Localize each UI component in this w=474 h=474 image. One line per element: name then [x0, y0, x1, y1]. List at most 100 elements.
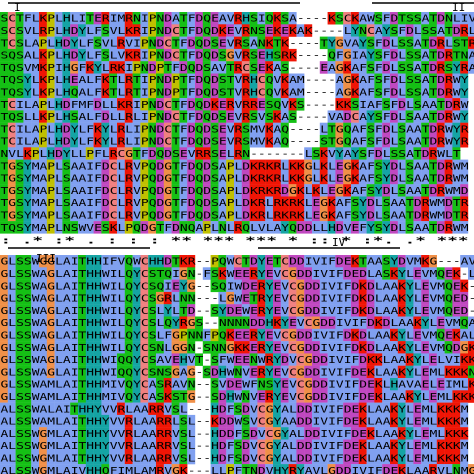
residue-cell	[444, 122, 453, 136]
alignment-block-2: GLSSWGGLAITHHIFVQWCHHDTKR--PQWCTDYETCDDI…	[0, 255, 474, 474]
residue-cell	[7, 464, 16, 474]
residue-cell	[351, 36, 359, 50]
sequence-text: GLSSWAGLAITHHWIQQYCSAVEHVT-SFWEENWRYDVCG…	[1, 355, 474, 366]
sequence-row: TCILAPLHDFMFDLLKRIPNDCTFDQDKERVRRESQVKS-…	[0, 98, 469, 111]
residue-cell	[171, 196, 180, 209]
residue-cell	[460, 378, 469, 391]
residue-cell	[140, 291, 149, 305]
residue-cell	[163, 159, 172, 173]
residue-cell	[273, 439, 281, 452]
residue-cell	[296, 451, 305, 465]
residue-cell	[374, 291, 383, 305]
residue-cell	[171, 451, 180, 465]
residue-cell	[156, 36, 164, 50]
residue-cell	[351, 328, 359, 342]
sequence-text: TQSYLKPLHEALFKTLRTIPNDPTFDQDSTVRHCQVKAM-…	[1, 75, 469, 86]
residue-cell	[218, 341, 227, 354]
residue-cell	[257, 439, 266, 452]
residue-cell	[280, 414, 289, 428]
residue-cell	[171, 390, 180, 403]
residue-cell	[366, 341, 375, 354]
residue-cell	[319, 171, 328, 185]
residue-cell	[101, 402, 110, 416]
residue-cell	[226, 304, 235, 317]
residue-cell	[124, 378, 133, 391]
residue-cell	[390, 159, 398, 173]
residue-cell	[117, 378, 125, 391]
residue-cell	[413, 208, 422, 222]
residue-cell	[241, 61, 250, 74]
residue-cell	[405, 427, 414, 440]
residue-cell	[460, 365, 469, 379]
residue-cell	[15, 279, 24, 293]
residue-cell	[0, 171, 8, 185]
residue-cell	[343, 73, 352, 86]
residue-cell	[374, 414, 383, 428]
residue-cell	[171, 353, 180, 366]
residue-cell	[0, 135, 8, 148]
residue-cell	[132, 221, 141, 234]
residue-cell	[265, 61, 274, 74]
residue-cell	[70, 328, 79, 342]
residue-cell	[390, 36, 398, 50]
residue-cell	[413, 291, 422, 305]
residue-cell	[46, 365, 55, 379]
residue-cell	[366, 255, 375, 268]
residue-cell	[444, 304, 453, 317]
residue-cell	[397, 24, 406, 37]
residue-cell	[312, 328, 320, 342]
residue-cell	[444, 73, 453, 86]
residue-cell	[366, 464, 375, 474]
residue-cell	[163, 110, 172, 123]
residue-cell	[15, 439, 24, 452]
residue-cell	[429, 61, 437, 74]
residue-cell	[374, 402, 383, 416]
residue-cell	[265, 110, 274, 123]
residue-cell	[288, 171, 297, 185]
residue-cell	[366, 439, 375, 452]
residue-cell	[436, 365, 445, 379]
residue-cell	[54, 451, 63, 465]
residue-cell	[327, 48, 336, 62]
residue-cell	[218, 135, 227, 148]
residue-cell	[296, 291, 305, 305]
residue-cell	[460, 279, 469, 293]
residue-cell	[226, 279, 235, 293]
residue-cell	[202, 341, 211, 354]
residue-cell	[171, 73, 180, 86]
residue-cell	[460, 196, 469, 209]
sequence-row: GLSSWAGLAITHHWILQYCSTQIGN-FSKWEERYEVCGDD…	[0, 267, 474, 280]
residue-cell	[39, 439, 47, 452]
residue-cell	[397, 279, 406, 293]
residue-cell	[148, 365, 157, 379]
residue-cell	[31, 159, 40, 173]
residue-cell	[62, 255, 71, 268]
residue-cell	[226, 390, 235, 403]
residue-cell	[304, 159, 313, 173]
residue-cell	[405, 365, 414, 379]
residue-cell	[179, 464, 188, 474]
residue-cell	[46, 378, 55, 391]
residue-cell	[257, 365, 266, 379]
residue-cell	[241, 427, 250, 440]
residue-cell	[62, 316, 71, 329]
residue-cell	[101, 122, 110, 136]
residue-cell	[405, 48, 414, 62]
residue-cell	[85, 378, 94, 391]
residue-cell	[109, 48, 118, 62]
sequence-text: SCSVLRPLHDYLFSVLKRIPNDCTFDQDKEVRNSEKEKAK…	[1, 26, 474, 37]
residue-cell	[46, 122, 55, 136]
residue-cell	[7, 279, 16, 293]
residue-cell	[15, 159, 24, 173]
residue-cell	[0, 221, 8, 234]
residue-cell	[421, 73, 430, 86]
residue-cell	[327, 402, 336, 416]
residue-cell	[23, 316, 32, 329]
residue-cell	[31, 208, 40, 222]
residue-cell	[148, 221, 157, 234]
residue-cell	[202, 267, 211, 280]
residue-cell	[280, 378, 289, 391]
residue-cell	[265, 427, 274, 440]
residue-cell	[327, 196, 336, 209]
residue-cell	[39, 61, 47, 74]
